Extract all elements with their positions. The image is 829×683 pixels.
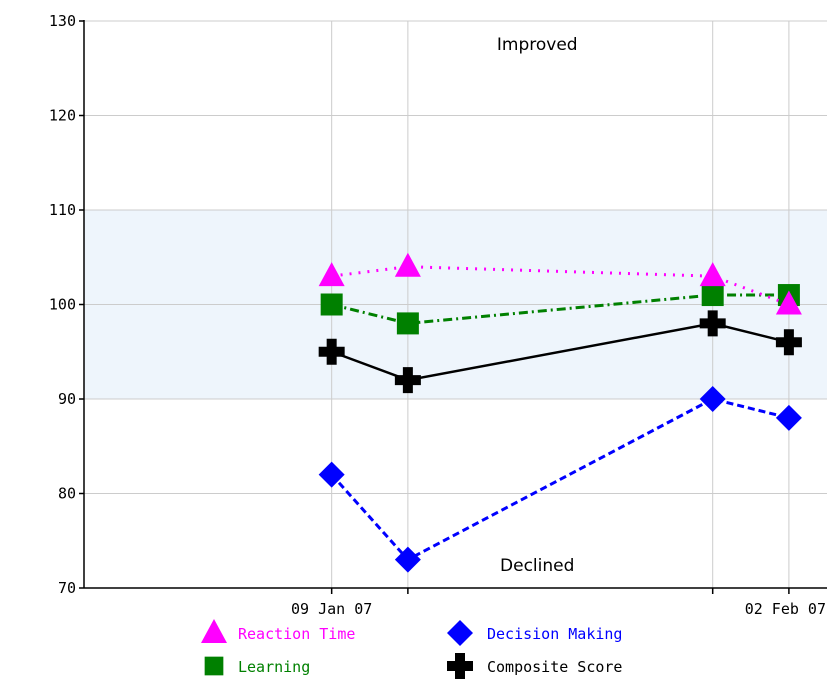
declined-label: Declined	[500, 556, 574, 576]
diamond-marker	[775, 404, 802, 431]
series-line	[330, 397, 790, 562]
series-line	[331, 322, 790, 382]
legend-item-reaction-time: Reaction Time	[201, 619, 355, 643]
square-marker	[320, 293, 343, 316]
improved-label: Improved	[497, 35, 578, 55]
diamond-marker	[699, 386, 726, 412]
y-tick-label: 70	[58, 579, 76, 597]
legend: Reaction Time Decision Making Learning Comp…	[201, 619, 622, 679]
y-tick-label: 90	[58, 390, 76, 408]
x-tick-label: 09 Jan 07	[291, 600, 372, 618]
y-tick-label: 120	[49, 107, 76, 125]
legend-label: Reaction Time	[238, 625, 355, 643]
triangle-marker	[201, 619, 227, 643]
cross-marker	[699, 310, 726, 337]
legend-label: Learning	[238, 658, 310, 676]
legend-item-decision-making: Decision Making	[447, 620, 622, 646]
diamond-marker	[394, 546, 421, 573]
legend-item-learning: Learning	[204, 656, 310, 676]
y-tick-label: 110	[49, 201, 76, 219]
y-tick-label: 130	[49, 12, 76, 30]
diamond-marker	[318, 461, 345, 488]
cross-marker	[447, 653, 473, 679]
legend-item-composite-score: Composite Score	[447, 653, 622, 679]
series-decision-making	[318, 386, 802, 573]
triangle-marker	[318, 262, 345, 287]
axes: 70 80 90 100 110 120 130 09 Jan 07 02 Feb 07	[49, 12, 827, 618]
series-layer	[318, 252, 802, 573]
square-marker	[701, 284, 724, 307]
legend-label: Decision Making	[487, 625, 622, 643]
triangle-marker	[775, 290, 802, 315]
legend-label: Composite Score	[487, 658, 622, 676]
y-tick-label: 80	[58, 485, 76, 503]
cross-marker	[394, 367, 421, 394]
triangle-marker	[699, 262, 726, 287]
square-marker	[204, 656, 224, 676]
series-line	[331, 293, 789, 325]
square-marker	[396, 312, 419, 335]
x-tick-label: 02 Feb 07	[745, 600, 826, 618]
series-learning	[320, 284, 800, 335]
diamond-marker	[447, 620, 473, 646]
series-reaction-time	[318, 252, 802, 315]
series-composite-score	[318, 310, 802, 394]
y-tick-label: 100	[49, 296, 76, 314]
cross-marker	[775, 329, 802, 356]
triangle-marker	[394, 252, 421, 277]
cross-marker	[318, 338, 345, 365]
